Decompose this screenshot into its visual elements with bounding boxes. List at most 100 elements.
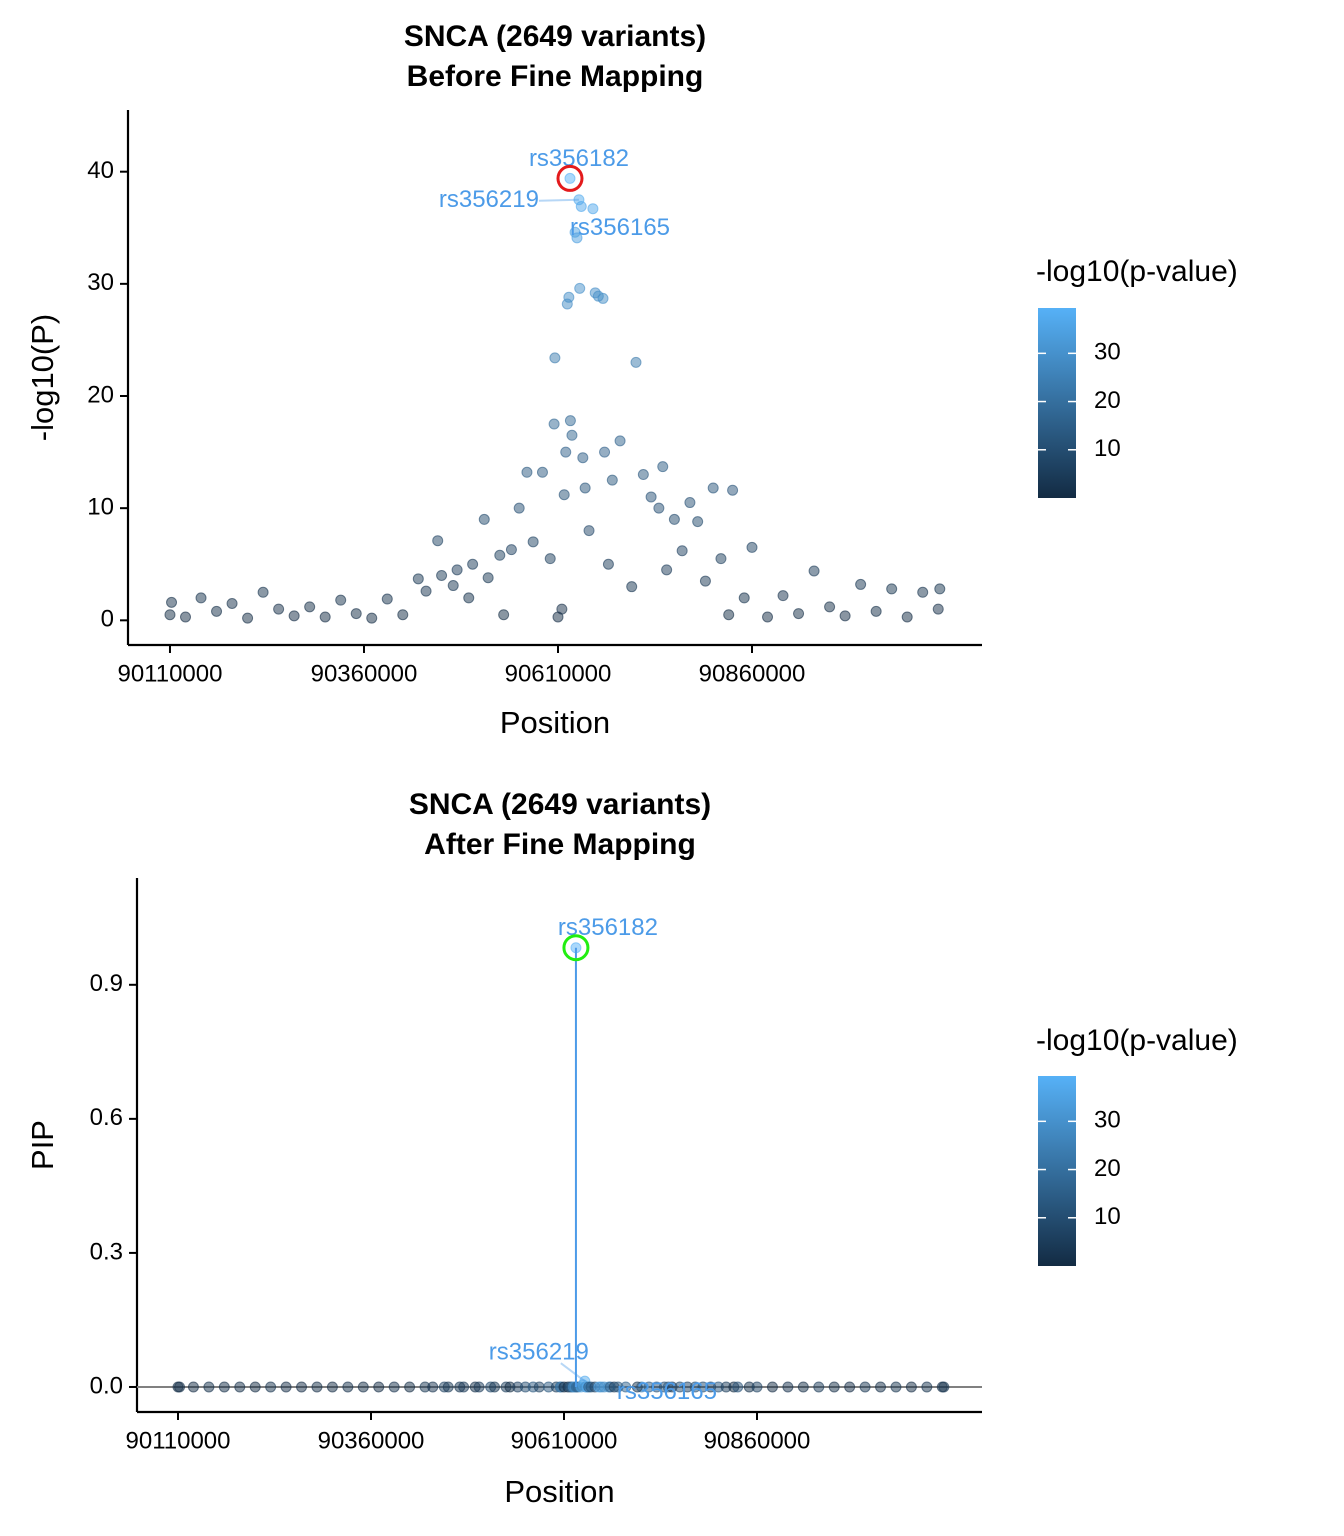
point bbox=[265, 1381, 277, 1393]
point bbox=[478, 513, 490, 525]
y-axis-title: PIP bbox=[25, 1120, 60, 1170]
point bbox=[813, 1381, 825, 1393]
colorbar-label: 10 bbox=[1094, 435, 1121, 462]
point bbox=[602, 558, 614, 570]
point bbox=[273, 603, 285, 615]
point bbox=[715, 553, 727, 565]
point bbox=[164, 609, 176, 621]
point bbox=[901, 611, 913, 623]
label-connector bbox=[538, 198, 579, 202]
point bbox=[242, 612, 254, 624]
point bbox=[839, 610, 851, 622]
point bbox=[350, 608, 362, 620]
point bbox=[577, 452, 589, 464]
point bbox=[381, 593, 393, 605]
point bbox=[870, 605, 882, 617]
colorbar bbox=[1038, 308, 1076, 498]
point bbox=[180, 611, 192, 623]
point bbox=[436, 569, 448, 581]
point bbox=[938, 1381, 950, 1393]
y-tick-label: 0.3 bbox=[90, 1238, 123, 1265]
highlight-ring bbox=[562, 934, 590, 962]
point bbox=[432, 535, 444, 547]
point bbox=[921, 1381, 933, 1393]
colorbar bbox=[1038, 1076, 1076, 1266]
point-label: rs356165 bbox=[570, 214, 670, 241]
label-connector bbox=[560, 1362, 586, 1382]
point bbox=[797, 1381, 809, 1393]
point bbox=[548, 418, 560, 430]
x-tick-label: 90860000 bbox=[704, 1427, 811, 1454]
point bbox=[762, 611, 774, 623]
y-tick-label: 20 bbox=[87, 381, 114, 408]
y-tick-label: 30 bbox=[87, 269, 114, 296]
point bbox=[583, 525, 595, 537]
point bbox=[447, 580, 459, 592]
point bbox=[342, 1381, 354, 1393]
point bbox=[404, 1381, 416, 1393]
point bbox=[614, 435, 626, 447]
point bbox=[766, 1381, 778, 1393]
point bbox=[844, 1381, 856, 1393]
point-label: rs356219 bbox=[439, 186, 539, 213]
point bbox=[684, 497, 696, 509]
point bbox=[563, 291, 575, 303]
point bbox=[932, 603, 944, 615]
point bbox=[288, 610, 300, 622]
point bbox=[599, 446, 611, 458]
point bbox=[859, 1381, 871, 1393]
point bbox=[824, 601, 836, 613]
y-tick-label: 0 bbox=[101, 606, 114, 633]
point bbox=[793, 608, 805, 620]
point bbox=[653, 502, 665, 514]
point bbox=[746, 541, 758, 553]
point bbox=[631, 1381, 643, 1393]
point bbox=[521, 466, 533, 478]
point-label: rs356182 bbox=[529, 145, 629, 172]
point bbox=[707, 482, 719, 494]
point bbox=[463, 592, 475, 604]
point bbox=[249, 1381, 261, 1393]
point bbox=[494, 549, 506, 561]
point bbox=[620, 1381, 632, 1393]
x-tick-label: 90610000 bbox=[511, 1427, 618, 1454]
x-tick-label: 90610000 bbox=[505, 660, 612, 687]
y-tick-label: 0.6 bbox=[90, 1104, 123, 1131]
chart-title: SNCA (2649 variants) bbox=[409, 788, 711, 821]
point bbox=[777, 590, 789, 602]
y-tick-label: 10 bbox=[87, 494, 114, 521]
y-tick-label: 0.9 bbox=[90, 970, 123, 997]
point bbox=[556, 603, 568, 615]
point bbox=[661, 564, 673, 576]
chart-subtitle: After Fine Mapping bbox=[424, 828, 696, 861]
point bbox=[692, 516, 704, 528]
point bbox=[676, 545, 688, 557]
point bbox=[505, 544, 517, 556]
point bbox=[195, 592, 207, 604]
point bbox=[566, 429, 578, 441]
point bbox=[574, 282, 586, 294]
point bbox=[571, 232, 583, 244]
point-label: rs356165 bbox=[617, 1378, 717, 1405]
point bbox=[630, 356, 642, 368]
x-axis-title: Position bbox=[500, 705, 610, 740]
point bbox=[934, 583, 946, 595]
colorbar-label: 30 bbox=[1094, 1107, 1121, 1134]
point bbox=[174, 1381, 186, 1393]
x-tick-label: 90360000 bbox=[318, 1427, 425, 1454]
point bbox=[727, 484, 739, 496]
point bbox=[234, 1381, 246, 1393]
point bbox=[420, 585, 432, 597]
point bbox=[579, 482, 591, 494]
point bbox=[606, 474, 618, 486]
point bbox=[626, 581, 638, 593]
point bbox=[536, 466, 548, 478]
point bbox=[211, 605, 223, 617]
chart-title: SNCA (2649 variants) bbox=[404, 20, 706, 53]
point bbox=[311, 1381, 323, 1393]
point bbox=[549, 352, 561, 364]
point bbox=[723, 609, 735, 621]
point bbox=[564, 172, 576, 184]
